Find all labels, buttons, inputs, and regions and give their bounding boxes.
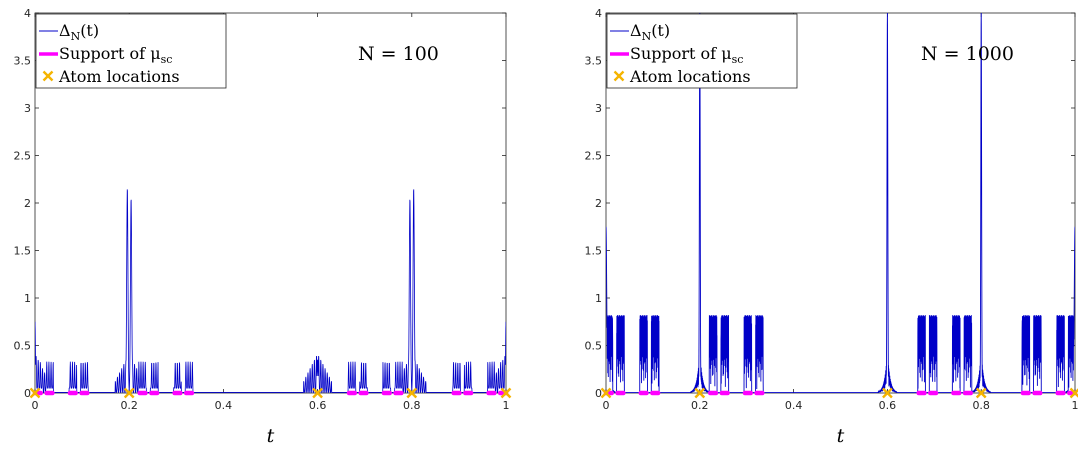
legend-entry-curve: ΔN(t) [59, 21, 99, 43]
n-annotation: N = 1000 [921, 43, 1014, 65]
y-tick-label: 3 [595, 102, 602, 115]
atom-marker [975, 387, 987, 399]
delta-curve [35, 189, 506, 393]
y-tick-label: 1 [24, 292, 31, 305]
x-tick-label: 1 [1072, 399, 1078, 412]
x-tick-label: 1 [503, 399, 510, 412]
atom-marker [600, 387, 612, 399]
x-axis-label: t [267, 425, 275, 447]
x-axis-label: t [837, 425, 845, 447]
x-tick-label: 0.2 [691, 399, 709, 412]
atom-marker [406, 387, 418, 399]
y-tick-label: 1.5 [14, 245, 32, 258]
y-tick-label: 3.5 [585, 55, 603, 68]
y-tick-label: 3.5 [14, 55, 32, 68]
x-tick-label: 0.4 [785, 399, 803, 412]
y-tick-label: 0.5 [585, 340, 603, 353]
atom-marker [1069, 387, 1078, 399]
x-tick-label: 0.6 [309, 399, 327, 412]
x-tick-label: 0.6 [879, 399, 897, 412]
panel-left: 0 0.5 1 1.5 2 2.5 3 3.5 4 0 0.2 0.4 0.6 0.8 1 t N = 100 Δ… [14, 7, 512, 447]
x-tick-label: 0.8 [403, 399, 421, 412]
y-tick-label: 2.5 [14, 150, 32, 163]
atom-marker [312, 387, 323, 399]
y-tick-label: 0 [595, 387, 602, 400]
y-tick-label: 1 [595, 292, 602, 305]
x-tick-label: 0 [32, 399, 39, 412]
delta-curve [606, 13, 1075, 393]
x-tick-label: 0.2 [120, 399, 138, 412]
y-tick-label: 0 [24, 387, 31, 400]
x-tick-label: 0.4 [215, 399, 233, 412]
atom-marker [123, 387, 135, 399]
legend-entry-support: Support of μsc [59, 44, 172, 66]
y-tick-label: 1.5 [585, 245, 603, 258]
y-tick-label: 2 [24, 197, 31, 210]
y-tick-label: 4 [595, 7, 602, 20]
panel-right: 0 0.5 1 1.5 2 2.5 3 3.5 4 0 0.2 0.4 0.6 0.8 1 t N = 1000… [585, 7, 1078, 447]
atom-marker [882, 387, 893, 399]
y-tick-label: 3 [24, 102, 31, 115]
y-tick-label: 2 [595, 197, 602, 210]
y-tick-label: 2.5 [585, 150, 603, 163]
legend-entry-support: Support of μsc [630, 44, 743, 66]
legend-box [606, 13, 798, 89]
y-tick-label: 4 [24, 7, 31, 20]
atom-marker [694, 387, 706, 399]
legend-swatch-atoms [613, 70, 625, 82]
x-tick-label: 0 [603, 399, 610, 412]
y-tick-label: 0.5 [14, 340, 32, 353]
legend-entry-atoms: Atom locations [629, 67, 751, 86]
atom-marker [500, 387, 512, 399]
legend-swatch-atoms [42, 70, 54, 82]
legend-entry-atoms: Atom locations [58, 67, 180, 86]
x-tick-label: 0.8 [972, 399, 990, 412]
n-annotation: N = 100 [358, 43, 439, 65]
legend-entry-curve: ΔN(t) [630, 21, 670, 43]
legend-box [35, 13, 227, 89]
atom-marker [29, 387, 41, 399]
